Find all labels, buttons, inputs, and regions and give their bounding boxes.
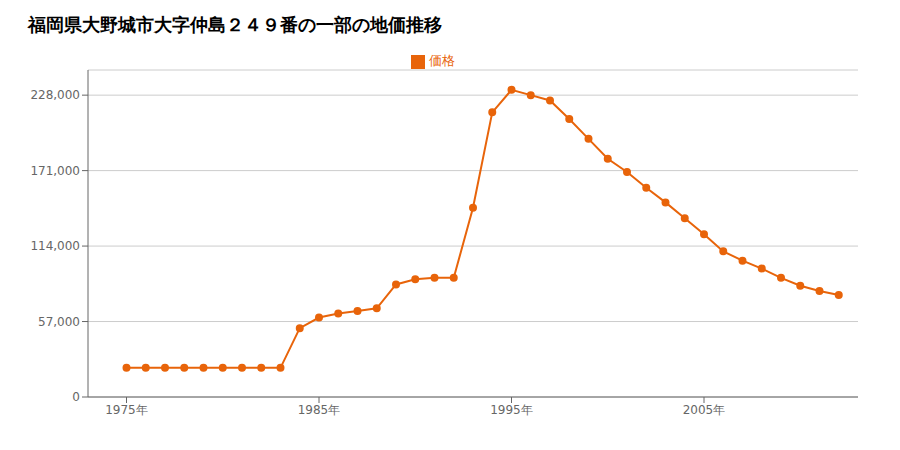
svg-text:0: 0: [72, 390, 80, 404]
html-text:福岡県大野城市大字仲島２４９番の一部の地価推移: 福岡県大野城市大字仲島２４９番の一部の地価推移: [28, 14, 442, 35]
svg-text:1985年: 1985年: [298, 403, 341, 417]
html-text:価格: 価格: [429, 53, 455, 68]
svg-text:1975年: 1975年: [105, 403, 148, 417]
svg-text:2005年: 2005年: [683, 403, 726, 417]
svg-text:57,000: 57,000: [38, 315, 80, 329]
svg-text:171,000: 171,000: [30, 164, 80, 178]
svg-text:1995年: 1995年: [490, 403, 533, 417]
svg-text:228,000: 228,000: [30, 88, 80, 102]
svg-text:114,000: 114,000: [30, 239, 80, 253]
